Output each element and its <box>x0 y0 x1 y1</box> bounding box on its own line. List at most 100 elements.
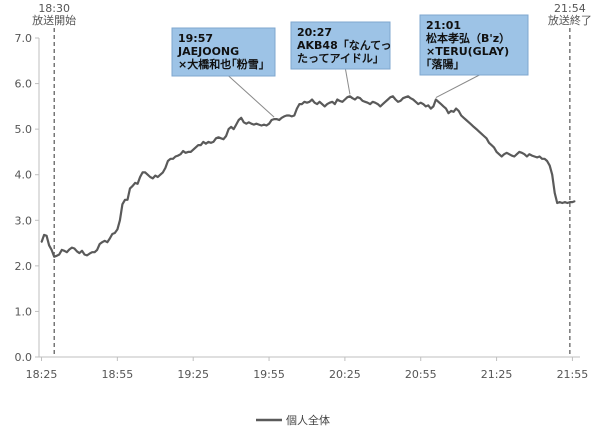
annotation-text: 20:27 <box>297 26 332 39</box>
data-point <box>177 155 179 157</box>
data-point <box>516 153 518 155</box>
data-point <box>192 149 194 151</box>
series-line <box>40 95 576 258</box>
legend: 個人全体 <box>256 413 330 427</box>
data-point <box>296 108 298 110</box>
data-point <box>336 98 338 101</box>
data-point <box>174 155 177 158</box>
data-point <box>369 103 371 105</box>
data-point <box>81 250 83 252</box>
data-point <box>278 119 280 121</box>
data-point <box>260 124 263 127</box>
data-point <box>76 250 78 252</box>
data-point <box>362 100 364 102</box>
broadcast-marker-label: 18:30 <box>38 2 70 15</box>
data-point <box>321 103 323 105</box>
data-point <box>86 254 88 256</box>
data-point <box>455 108 457 110</box>
data-point <box>430 108 432 110</box>
data-point <box>248 121 250 123</box>
data-point <box>169 158 172 160</box>
data-point <box>314 102 316 104</box>
data-point <box>94 251 96 253</box>
data-point <box>99 243 101 245</box>
data-point <box>126 199 129 201</box>
data-point <box>465 119 467 121</box>
data-point <box>48 244 50 246</box>
x-tick-label: 18:55 <box>102 368 134 381</box>
data-point <box>518 151 520 153</box>
data-point <box>212 141 214 143</box>
data-point <box>544 158 546 160</box>
data-point <box>235 124 237 126</box>
data-point <box>202 141 204 143</box>
data-point <box>405 96 407 98</box>
data-point <box>162 171 164 173</box>
data-point <box>182 150 184 152</box>
annotation-text: 19:57 <box>178 32 213 45</box>
data-point <box>228 128 230 130</box>
data-point <box>240 117 242 119</box>
data-point <box>298 103 300 105</box>
x-tick-label: 20:55 <box>405 368 437 381</box>
data-point <box>89 253 91 255</box>
data-point <box>346 96 348 98</box>
annotation-box <box>171 27 276 77</box>
annotation-text: ｢落陽｣ <box>426 57 459 71</box>
broadcast-marker-label: 放送開始 <box>32 13 76 27</box>
data-point <box>157 176 159 178</box>
data-point <box>331 101 333 103</box>
data-point <box>554 192 556 194</box>
data-point <box>503 153 505 155</box>
data-point <box>470 124 472 126</box>
y-tick-label: 7.0 <box>15 32 33 45</box>
data-point <box>197 144 199 146</box>
data-point <box>63 250 65 252</box>
data-point <box>222 138 225 140</box>
data-point <box>574 200 576 202</box>
data-point <box>185 152 187 154</box>
data-point <box>152 177 154 179</box>
data-point <box>422 103 424 105</box>
axes: 0.0 1.0 2.0 3.0 4.0 5.0 6.0 7.0 18:25 18:55 19:25 1… <box>15 32 589 381</box>
data-point <box>121 203 123 205</box>
data-point <box>91 251 93 253</box>
x-tick-label: 20:25 <box>329 368 361 381</box>
data-point <box>453 111 455 113</box>
data-point <box>187 151 189 153</box>
data-point <box>356 96 359 98</box>
data-point <box>402 97 404 99</box>
data-point <box>116 228 118 230</box>
y-tick-label: 0.0 <box>15 351 33 364</box>
annotation-text: 松本孝弘（B'z） <box>426 31 510 45</box>
data-point <box>281 117 283 119</box>
data-point <box>420 102 422 104</box>
data-point <box>415 101 417 103</box>
data-point <box>367 102 369 104</box>
data-point <box>458 110 460 112</box>
data-point <box>253 124 255 126</box>
data-point <box>556 202 558 204</box>
data-point <box>475 128 477 130</box>
data-point <box>273 118 275 120</box>
data-point <box>523 153 526 155</box>
data-point <box>111 233 113 235</box>
data-point <box>432 105 434 107</box>
data-point <box>399 100 402 102</box>
data-point <box>445 108 447 110</box>
data-point <box>137 183 139 185</box>
x-tick-label: 18:25 <box>26 368 58 381</box>
data-point <box>539 155 541 158</box>
data-point <box>104 240 106 242</box>
annotation-box <box>290 21 391 70</box>
data-point <box>533 155 536 158</box>
data-point <box>114 232 116 234</box>
data-point <box>220 137 222 139</box>
data-point <box>73 247 75 250</box>
data-point <box>334 103 336 105</box>
data-point <box>501 155 503 158</box>
data-point <box>134 182 136 184</box>
data-point <box>195 146 197 148</box>
